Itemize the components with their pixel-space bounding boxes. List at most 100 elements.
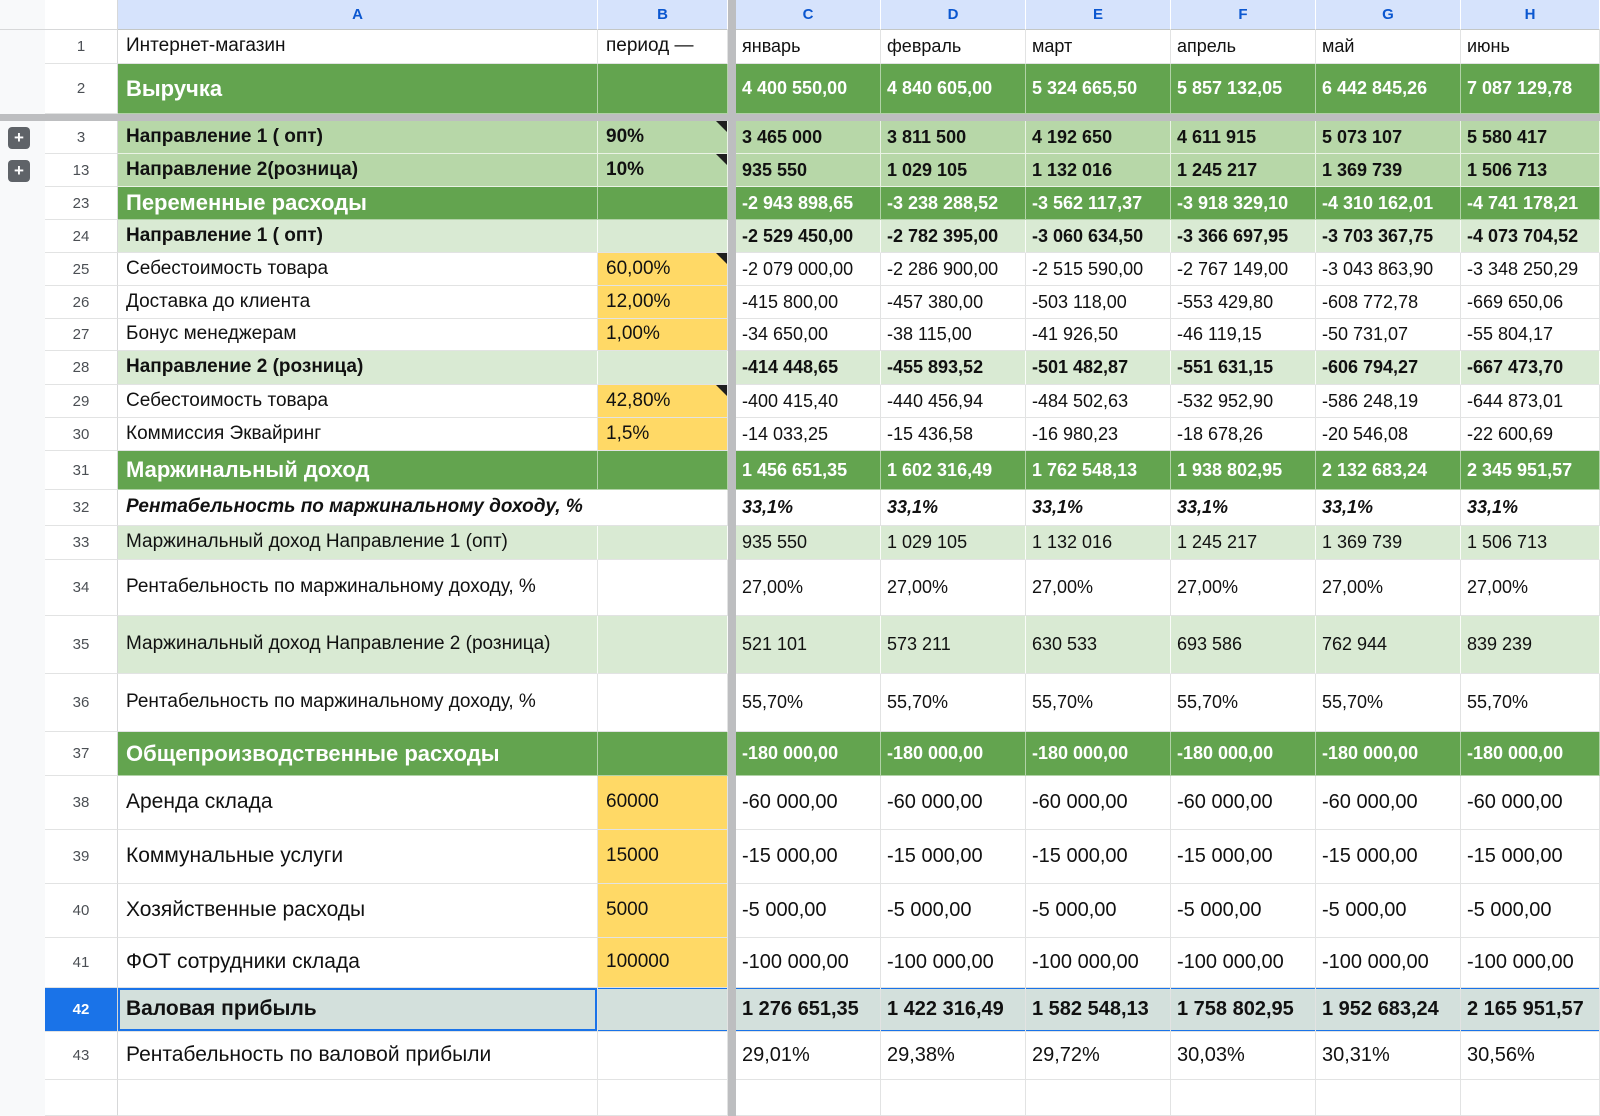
cell-B38[interactable]: 60000 (598, 776, 728, 830)
cell-C30[interactable]: -14 033,25 (736, 418, 881, 451)
cell-F30[interactable]: -18 678,26 (1171, 418, 1316, 451)
frozen-column-divider[interactable] (728, 64, 736, 114)
cell-E28[interactable]: -501 482,87 (1026, 351, 1171, 385)
cell-F28[interactable]: -551 631,15 (1171, 351, 1316, 385)
cell-H30[interactable]: -22 600,69 (1461, 418, 1600, 451)
column-header-E[interactable]: E (1026, 0, 1171, 30)
cell-E33[interactable]: 1 132 016 (1026, 526, 1171, 560)
cell-C26[interactable]: -415 800,00 (736, 286, 881, 319)
cell-F29[interactable]: -532 952,90 (1171, 385, 1316, 418)
cell-H36[interactable]: 55,70% (1461, 674, 1600, 732)
row-header-blank[interactable] (45, 1080, 118, 1116)
cell-C29[interactable]: -400 415,40 (736, 385, 881, 418)
row-header-23[interactable]: 23 (45, 187, 118, 220)
frozen-column-divider[interactable] (728, 121, 736, 154)
cell-B33[interactable] (598, 526, 728, 560)
cell-C31[interactable]: 1 456 651,35 (736, 451, 881, 490)
cell-C2[interactable]: 4 400 550,00 (736, 64, 881, 114)
cell-F13[interactable]: 1 245 217 (1171, 154, 1316, 187)
cell-D36[interactable]: 55,70% (881, 674, 1026, 732)
cell-C41[interactable]: -100 000,00 (736, 938, 881, 988)
cell-G32[interactable]: 33,1% (1316, 490, 1461, 526)
cell-A13[interactable]: Направление 2(розница) (118, 154, 598, 187)
cell-D33[interactable]: 1 029 105 (881, 526, 1026, 560)
cell-E36[interactable]: 55,70% (1026, 674, 1171, 732)
row-header-28[interactable]: 28 (45, 351, 118, 385)
cell-A41[interactable]: ФОТ сотрудники склада (118, 938, 598, 988)
cell-E31[interactable]: 1 762 548,13 (1026, 451, 1171, 490)
cell-D38[interactable]: -60 000,00 (881, 776, 1026, 830)
frozen-row-divider[interactable] (0, 114, 1600, 121)
cell-H3[interactable]: 5 580 417 (1461, 121, 1600, 154)
frozen-column-divider[interactable] (728, 253, 736, 286)
cell-H27[interactable]: -55 804,17 (1461, 319, 1600, 351)
cell-C40[interactable]: -5 000,00 (736, 884, 881, 938)
cell-G30[interactable]: -20 546,08 (1316, 418, 1461, 451)
cell-H[interactable] (1461, 1080, 1600, 1116)
cell-E39[interactable]: -15 000,00 (1026, 830, 1171, 884)
cell-G33[interactable]: 1 369 739 (1316, 526, 1461, 560)
row-header-1[interactable]: 1 (45, 30, 118, 64)
cell-F41[interactable]: -100 000,00 (1171, 938, 1316, 988)
frozen-column-divider[interactable] (728, 988, 736, 1032)
cell-C33[interactable]: 935 550 (736, 526, 881, 560)
cell-H25[interactable]: -3 348 250,29 (1461, 253, 1600, 286)
cell-F3[interactable]: 4 611 915 (1171, 121, 1316, 154)
cell-H2[interactable]: 7 087 129,78 (1461, 64, 1600, 114)
cell-B3[interactable]: 90% (598, 121, 728, 154)
column-header-F[interactable]: F (1171, 0, 1316, 30)
cell-H43[interactable]: 30,56% (1461, 1032, 1600, 1080)
cell-G41[interactable]: -100 000,00 (1316, 938, 1461, 988)
frozen-column-divider[interactable] (728, 732, 736, 776)
cell-H1[interactable]: июнь (1461, 30, 1600, 64)
cell-C38[interactable]: -60 000,00 (736, 776, 881, 830)
cell-D26[interactable]: -457 380,00 (881, 286, 1026, 319)
cell-E[interactable] (1026, 1080, 1171, 1116)
cell-G28[interactable]: -606 794,27 (1316, 351, 1461, 385)
cell-H41[interactable]: -100 000,00 (1461, 938, 1600, 988)
cell-F23[interactable]: -3 918 329,10 (1171, 187, 1316, 220)
cell-B40[interactable]: 5000 (598, 884, 728, 938)
cell-B42[interactable] (598, 988, 728, 1032)
cell-B13[interactable]: 10% (598, 154, 728, 187)
column-header-A[interactable]: A (118, 0, 598, 30)
cell-F1[interactable]: апрель (1171, 30, 1316, 64)
cell-C36[interactable]: 55,70% (736, 674, 881, 732)
cell-A28[interactable]: Направление 2 (розница) (118, 351, 598, 385)
frozen-column-divider[interactable] (728, 776, 736, 830)
cell-D23[interactable]: -3 238 288,52 (881, 187, 1026, 220)
cell-C3[interactable]: 3 465 000 (736, 121, 881, 154)
cell-B29[interactable]: 42,80% (598, 385, 728, 418)
cell-G23[interactable]: -4 310 162,01 (1316, 187, 1461, 220)
cell-D37[interactable]: -180 000,00 (881, 732, 1026, 776)
frozen-column-divider[interactable] (728, 319, 736, 351)
cell-B27[interactable]: 1,00% (598, 319, 728, 351)
frozen-column-divider[interactable] (728, 30, 736, 64)
cell-F35[interactable]: 693 586 (1171, 616, 1316, 674)
column-header-H[interactable]: H (1461, 0, 1600, 30)
cell-C32[interactable]: 33,1% (736, 490, 881, 526)
row-header-13[interactable]: 13 (45, 154, 118, 187)
cell-D1[interactable]: февраль (881, 30, 1026, 64)
row-header-31[interactable]: 31 (45, 451, 118, 490)
row-header-40[interactable]: 40 (45, 884, 118, 938)
cell-B24[interactable] (598, 220, 728, 253)
cell-C27[interactable]: -34 650,00 (736, 319, 881, 351)
cell-A38[interactable]: Аренда склада (118, 776, 598, 830)
row-header-34[interactable]: 34 (45, 560, 118, 616)
cell-E32[interactable]: 33,1% (1026, 490, 1171, 526)
cell-B1[interactable]: период — (598, 30, 728, 64)
cell-A32[interactable]: Рентабельность по маржинальному доходу, … (118, 490, 728, 526)
row-header-32[interactable]: 32 (45, 490, 118, 526)
cell-E23[interactable]: -3 562 117,37 (1026, 187, 1171, 220)
cell-D[interactable] (881, 1080, 1026, 1116)
cell-G42[interactable]: 1 952 683,24 (1316, 988, 1461, 1032)
cell-G[interactable] (1316, 1080, 1461, 1116)
cell-D43[interactable]: 29,38% (881, 1032, 1026, 1080)
row-header-42[interactable]: 42 (45, 988, 118, 1032)
frozen-column-divider[interactable] (728, 154, 736, 187)
cell-B23[interactable] (598, 187, 728, 220)
row-header-38[interactable]: 38 (45, 776, 118, 830)
cell-E35[interactable]: 630 533 (1026, 616, 1171, 674)
row-header-25[interactable]: 25 (45, 253, 118, 286)
